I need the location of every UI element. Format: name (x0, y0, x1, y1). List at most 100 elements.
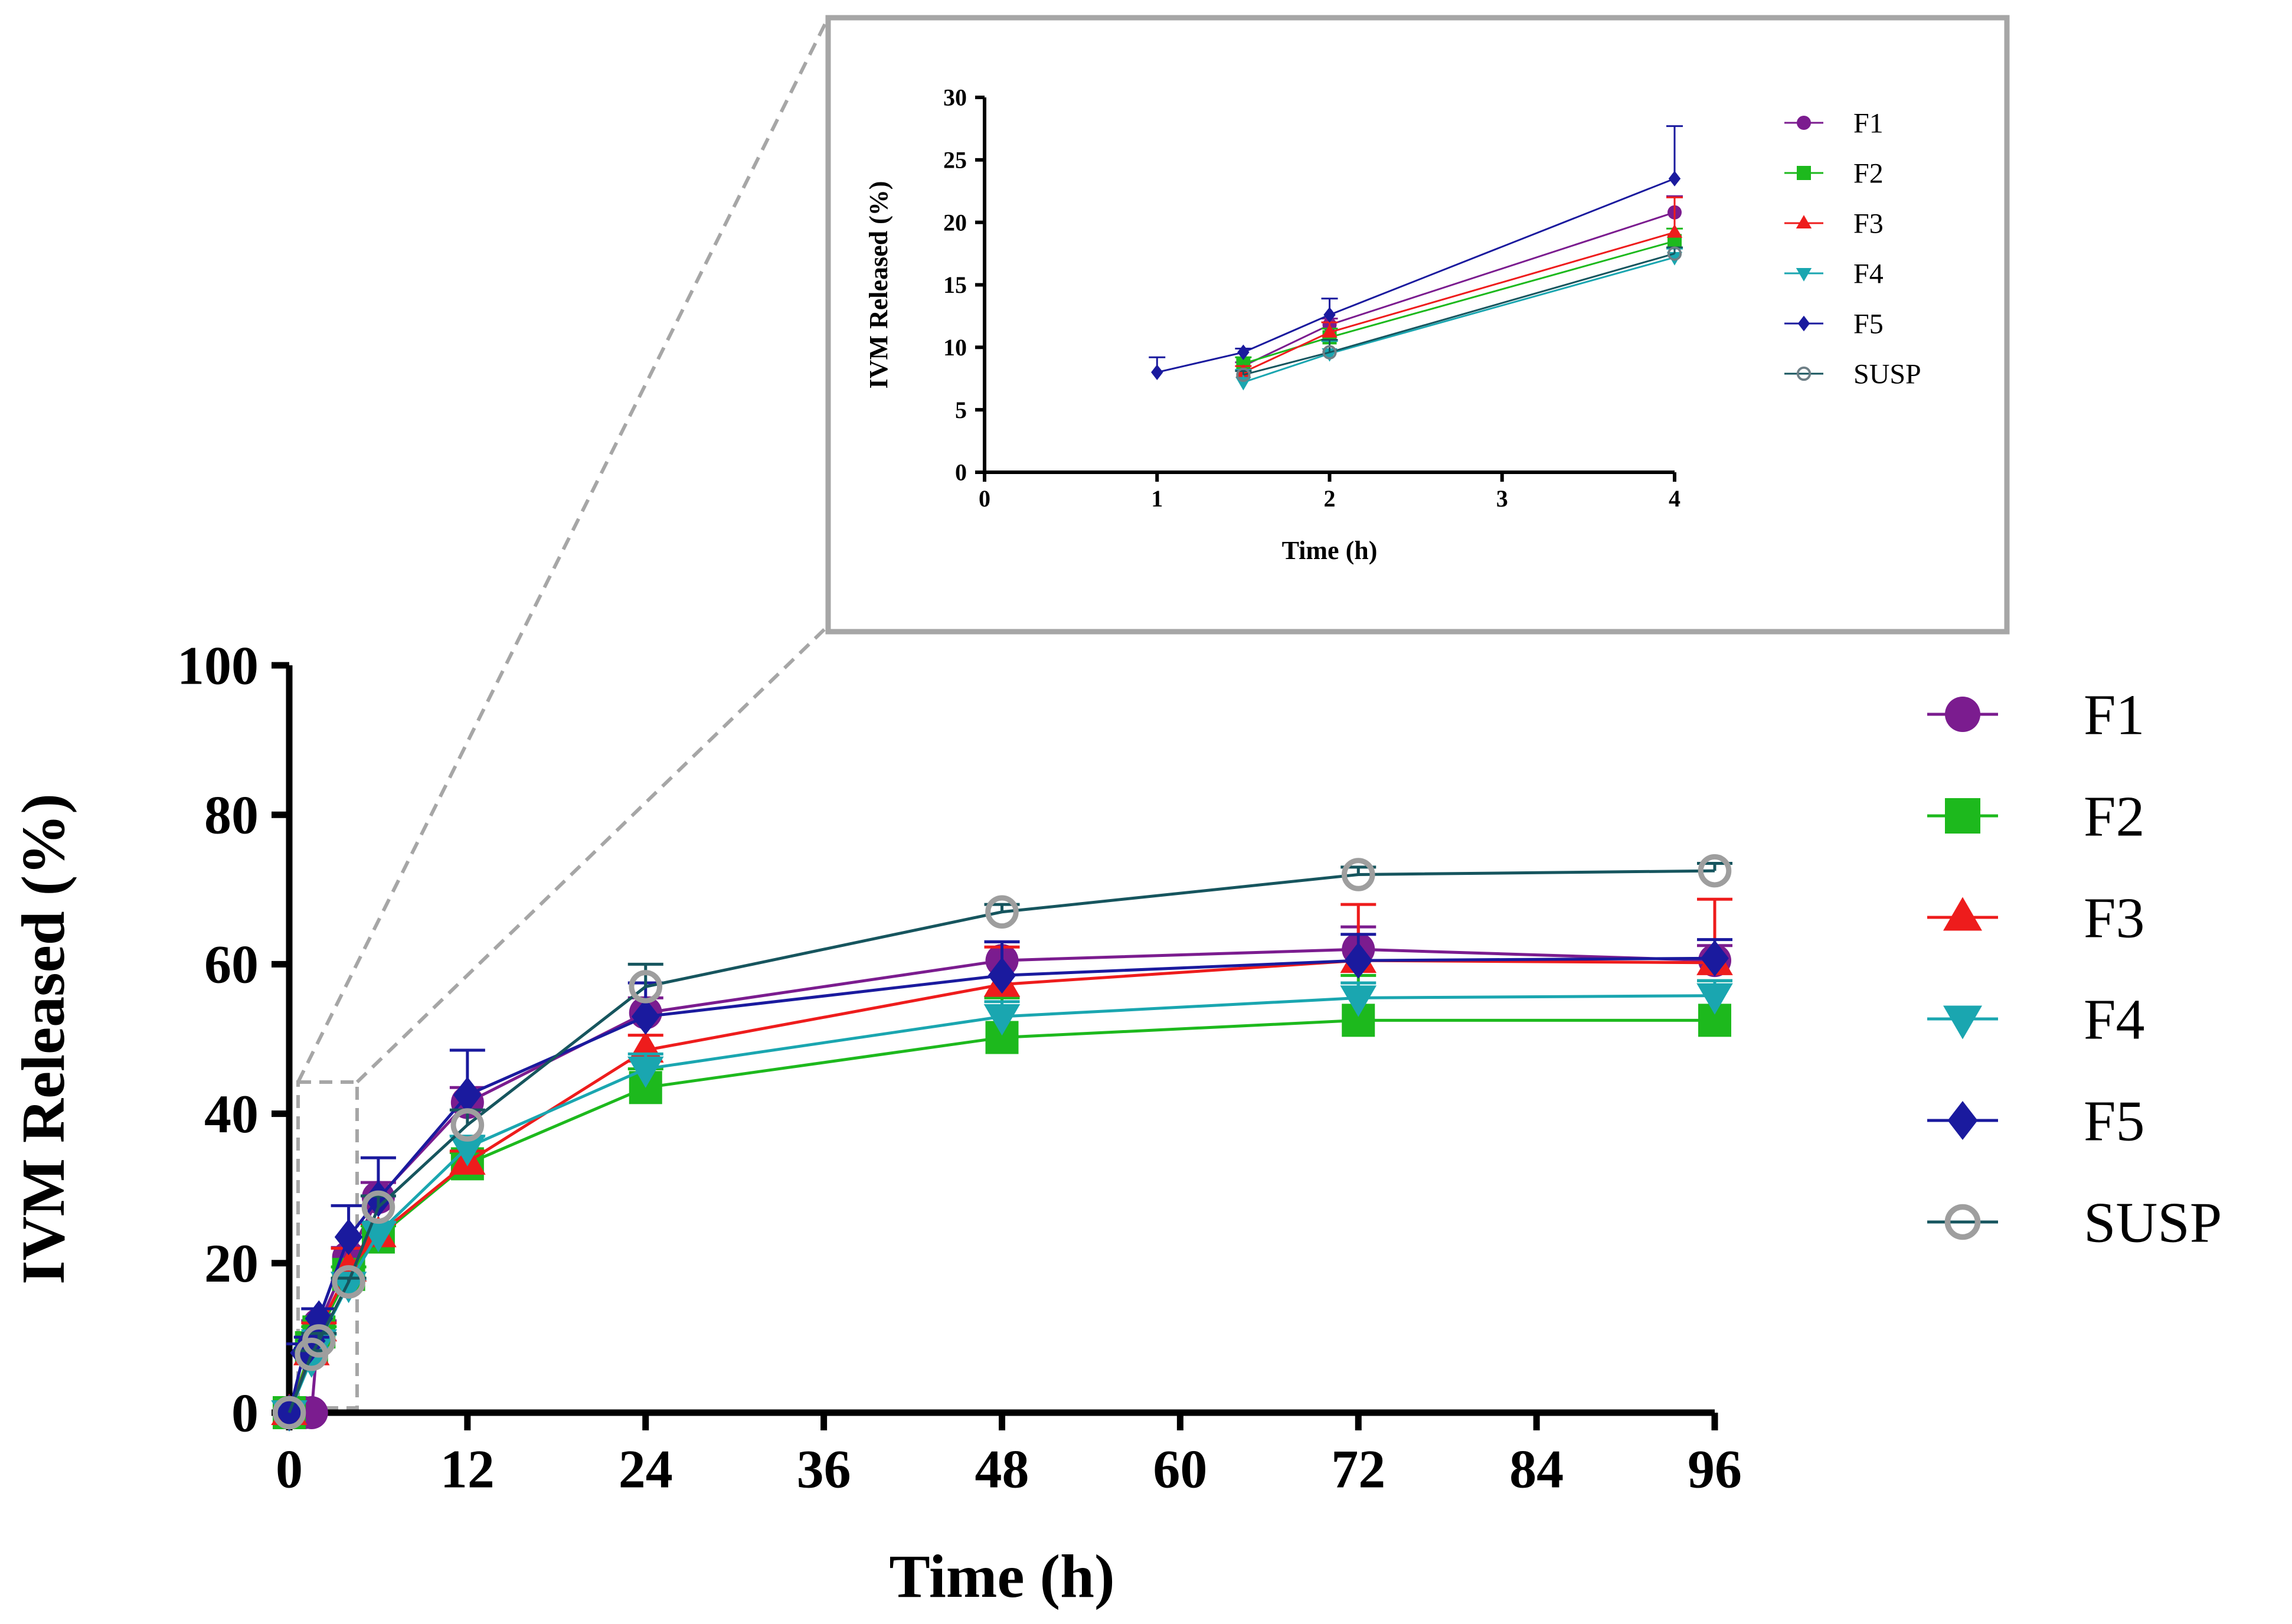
x-tick-label: 12 (440, 1439, 495, 1499)
data-point (1667, 246, 1682, 261)
legend-item-f1: F1 (1927, 683, 2145, 747)
series-f5 (1149, 125, 1683, 380)
x-tick-label: 4 (1669, 485, 1680, 512)
legend-marker (1797, 315, 1810, 332)
legend-marker (1944, 1204, 1981, 1240)
legend-marker (1796, 215, 1812, 228)
series-f3 (1235, 196, 1683, 378)
data-point (1340, 985, 1377, 1017)
legend-item-susp: SUSP (1784, 358, 1921, 390)
x-axis-title: Time (h) (889, 1543, 1114, 1610)
y-axis-title: IVM Released (%) (9, 793, 77, 1285)
y-tick-label: 40 (204, 1084, 259, 1144)
data-point (453, 1077, 482, 1113)
data-point (334, 1218, 363, 1256)
legend-label: F3 (1853, 208, 1884, 239)
data-point (1668, 171, 1681, 187)
legend-label: SUSP (2084, 1191, 2222, 1254)
x-tick-label: 60 (1153, 1439, 1207, 1499)
data-point (1322, 345, 1337, 360)
data-point (631, 998, 660, 1035)
data-point (983, 1004, 1021, 1036)
data-point (290, 1334, 318, 1371)
inset-frame (825, 15, 2010, 635)
data-point (272, 1396, 306, 1430)
legend-label: F3 (2084, 886, 2145, 950)
legend-label: F5 (2084, 1089, 2145, 1153)
x-axis-title: Time (h) (1282, 536, 1378, 565)
legend-item-f1: F1 (1784, 107, 1884, 139)
y-axis-title: IVM Released (%) (864, 181, 893, 389)
data-point (985, 895, 1019, 929)
x-tick-label: 3 (1496, 485, 1508, 512)
data-point (1698, 854, 1732, 888)
data-point (1323, 307, 1336, 323)
x-tick-label: 2 (1324, 485, 1336, 512)
x-tick-label: 72 (1331, 1439, 1385, 1499)
legend-item-f3: F3 (1784, 208, 1884, 239)
y-tick-label: 0 (955, 459, 967, 486)
y-tick-label: 10 (943, 334, 967, 361)
zoom-connector-right (355, 624, 830, 1084)
data-point (1236, 367, 1251, 383)
legend-item-f2: F2 (1784, 158, 1884, 189)
data-point (1666, 224, 1683, 238)
legend-marker (1943, 1005, 1982, 1040)
legend: F1 F2 F3 F4 F5 SUSP (1927, 683, 2222, 1254)
legend-item-f5: F5 (1784, 308, 1884, 339)
x-tick-label: 1 (1151, 485, 1163, 512)
series-line (1156, 178, 1675, 374)
legend-marker (1947, 1101, 1978, 1140)
legend-marker (1796, 366, 1812, 381)
data-point (332, 1265, 365, 1299)
legend-label: F1 (2084, 683, 2145, 747)
legend-item-f4: F4 (1927, 988, 2145, 1051)
legend-item-f2: F2 (1927, 785, 2145, 848)
y-tick-label: 60 (204, 934, 259, 995)
legend: F1 F2 F3 F4 F5 SUSP (1784, 107, 1921, 390)
data-point (449, 1135, 486, 1166)
y-tick-label: 15 (943, 272, 967, 298)
main-chart: 0 20 40 60 80 100 0 12 24 36 48 60 72 84 96 Time (h) IVM… (9, 635, 2222, 1610)
x-tick-label: 0 (979, 485, 990, 512)
data-point (305, 1300, 333, 1337)
data-point (1322, 324, 1338, 338)
data-point (1341, 858, 1375, 891)
data-point (302, 1324, 336, 1358)
legend-label: F4 (1853, 258, 1884, 289)
y-tick-label: 20 (204, 1233, 259, 1293)
data-point (1696, 983, 1733, 1015)
y-tick-label: 5 (955, 397, 967, 423)
legend-marker (1797, 116, 1811, 130)
data-point (1237, 344, 1250, 360)
y-tick-label: 100 (177, 635, 259, 695)
data-point (629, 970, 663, 1004)
zoom-connector-left (296, 17, 830, 1083)
series-susp (272, 854, 1732, 1430)
y-tick-label: 20 (943, 209, 967, 236)
data-point (627, 1056, 664, 1088)
x-tick-label: 48 (975, 1439, 1029, 1499)
y-tick-label: 30 (943, 84, 967, 111)
series-susp (1235, 246, 1683, 383)
legend-marker (1945, 697, 1980, 732)
legend-item-f3: F3 (1927, 886, 2145, 950)
legend-item-susp: SUSP (1927, 1191, 2222, 1254)
legend-label: F4 (2084, 988, 2145, 1051)
data-point (361, 1190, 395, 1224)
x-tick-label: 84 (1509, 1439, 1564, 1499)
legend-item-f5: F5 (1927, 1089, 2145, 1153)
x-tick-label: 36 (797, 1439, 851, 1499)
y-tick-label: 80 (204, 785, 259, 845)
y-tick-label: 25 (943, 146, 967, 173)
legend-label: F2 (1853, 158, 1884, 189)
legend-item-f4: F4 (1784, 258, 1884, 289)
x-tick-label: 96 (1688, 1439, 1742, 1499)
legend-label: F5 (1853, 308, 1884, 339)
series-line (1243, 253, 1675, 376)
legend-label: F1 (1853, 107, 1884, 139)
legend-label: SUSP (1853, 358, 1921, 390)
x-tick-label: 24 (619, 1439, 673, 1499)
data-point (1151, 364, 1163, 380)
